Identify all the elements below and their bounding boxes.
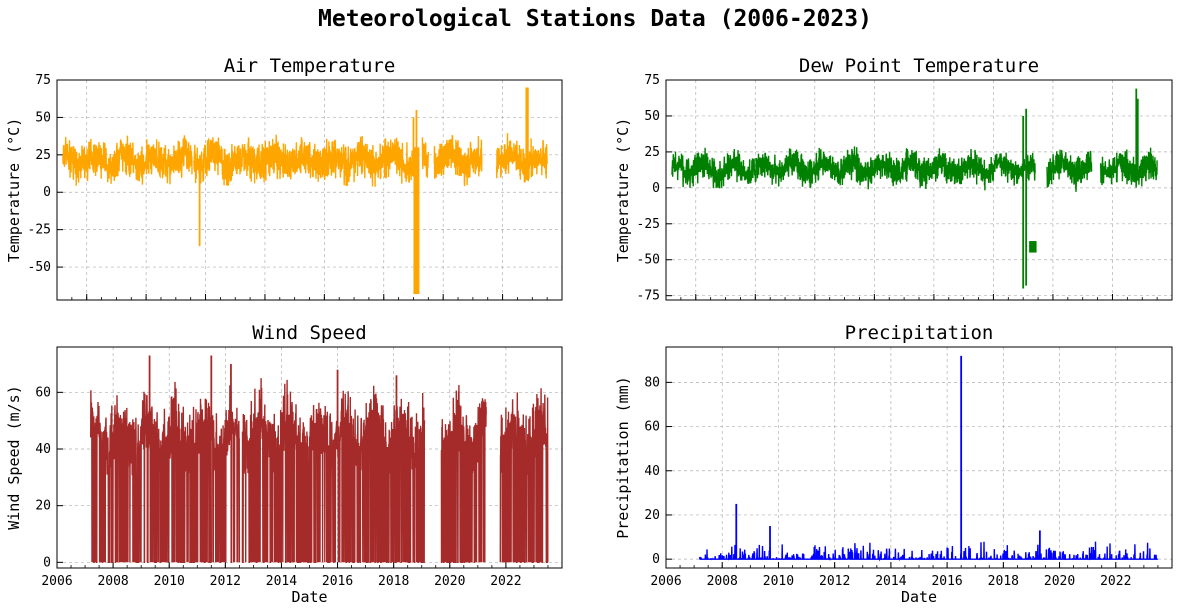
- y-tick-label: 0: [43, 185, 51, 200]
- panel-title: Wind Speed: [252, 322, 366, 344]
- series-group: [699, 355, 1158, 562]
- data-block: [413, 147, 420, 295]
- y-tick-label: 20: [35, 499, 51, 514]
- panel-title: Air Temperature: [224, 55, 396, 77]
- series-group: [90, 355, 549, 563]
- data-block: [1029, 241, 1037, 253]
- y-tick-label: -25: [637, 217, 660, 232]
- y-tick-label: 40: [644, 464, 660, 479]
- y-tick-label: 20: [644, 508, 660, 523]
- y-tick-label: 75: [644, 73, 660, 88]
- y-tick-label: -50: [28, 260, 51, 275]
- y-tick-label: 0: [43, 555, 51, 570]
- series-group: [62, 87, 548, 295]
- axes-frame: [665, 346, 1173, 569]
- series-line: [495, 133, 548, 183]
- series-line: [699, 541, 1158, 562]
- series-line: [192, 134, 418, 187]
- axes-frame: [56, 346, 563, 569]
- x-tick-label: 2014: [266, 574, 297, 589]
- y-tick-label: 50: [35, 110, 51, 125]
- y-tick-label: 50: [644, 109, 660, 124]
- x-tick-label: 2006: [41, 574, 72, 589]
- series-line: [440, 384, 487, 563]
- y-tick-label: 60: [644, 420, 660, 435]
- x-tick-label: 2012: [210, 574, 241, 589]
- y-tick-label: 40: [35, 442, 51, 457]
- panel-2: -75 -50 -25 0 25 50 75 Dew Point Temperature Tem…: [614, 55, 1173, 304]
- y-tick-label: -50: [637, 253, 660, 268]
- panel-3: 0 20 40 60 2006 2008 2010 2012 2014 2016 2018 2020 2…: [5, 322, 563, 606]
- x-tick-label: 2012: [819, 574, 850, 589]
- x-tick-label: 2020: [1044, 574, 1075, 589]
- x-axis-label: Date: [291, 588, 327, 606]
- panels: -50 -25 0 25 50 75 Air Temperature Temperature …: [5, 55, 1173, 606]
- x-tick-label: 2016: [322, 574, 353, 589]
- series-group: [671, 88, 1158, 289]
- x-tick-label: 2022: [1100, 574, 1131, 589]
- panel-4: 0 20 40 60 80 2006 2008 2010 2012 2014 2016 2018 202…: [614, 322, 1173, 606]
- y-axis-label: Temperature (°C): [614, 118, 632, 263]
- series-line: [433, 135, 483, 187]
- y-tick-label: -25: [28, 223, 51, 238]
- y-axis-label: Precipitation (mm): [614, 376, 632, 539]
- y-tick-label: 75: [35, 73, 51, 88]
- figure-title: Meteorological Stations Data (2006-2023): [318, 6, 872, 32]
- series-line: [90, 381, 213, 563]
- series-line: [421, 137, 429, 178]
- y-axis-label: Wind Speed (m/s): [5, 385, 23, 530]
- series-line: [671, 146, 1036, 191]
- x-tick-label: 2010: [763, 574, 794, 589]
- axes-frame: [56, 79, 563, 301]
- panel-title: Precipitation: [845, 322, 994, 344]
- x-tick-label: 2014: [875, 574, 906, 589]
- y-axis-label: Temperature (°C): [5, 118, 23, 263]
- series-line: [499, 388, 549, 563]
- x-tick-label: 2008: [707, 574, 738, 589]
- y-tick-label: 25: [35, 148, 51, 163]
- y-tick-label: 0: [652, 552, 660, 567]
- x-tick-label: 2022: [490, 574, 521, 589]
- x-tick-label: 2006: [650, 574, 681, 589]
- panel-1: -50 -25 0 25 50 75 Air Temperature Temperature …: [5, 55, 563, 301]
- series-line: [211, 385, 241, 563]
- series-line: [241, 378, 426, 563]
- x-tick-label: 2018: [988, 574, 1019, 589]
- x-axis-label: Date: [901, 588, 937, 606]
- y-tick-label: 80: [644, 375, 660, 390]
- y-tick-label: 60: [35, 385, 51, 400]
- series-line: [1046, 149, 1093, 192]
- x-tick-label: 2010: [154, 574, 185, 589]
- series-line: [62, 135, 193, 186]
- y-tick-label: -75: [637, 289, 660, 304]
- axes-frame: [665, 79, 1173, 301]
- x-tick-label: 2008: [97, 574, 128, 589]
- y-tick-label: 25: [644, 145, 660, 160]
- series-line: [1099, 147, 1158, 188]
- x-tick-label: 2016: [931, 574, 962, 589]
- panel-title: Dew Point Temperature: [799, 55, 1039, 77]
- x-tick-label: 2020: [434, 574, 465, 589]
- x-tick-label: 2018: [378, 574, 409, 589]
- y-tick-label: 0: [652, 181, 660, 196]
